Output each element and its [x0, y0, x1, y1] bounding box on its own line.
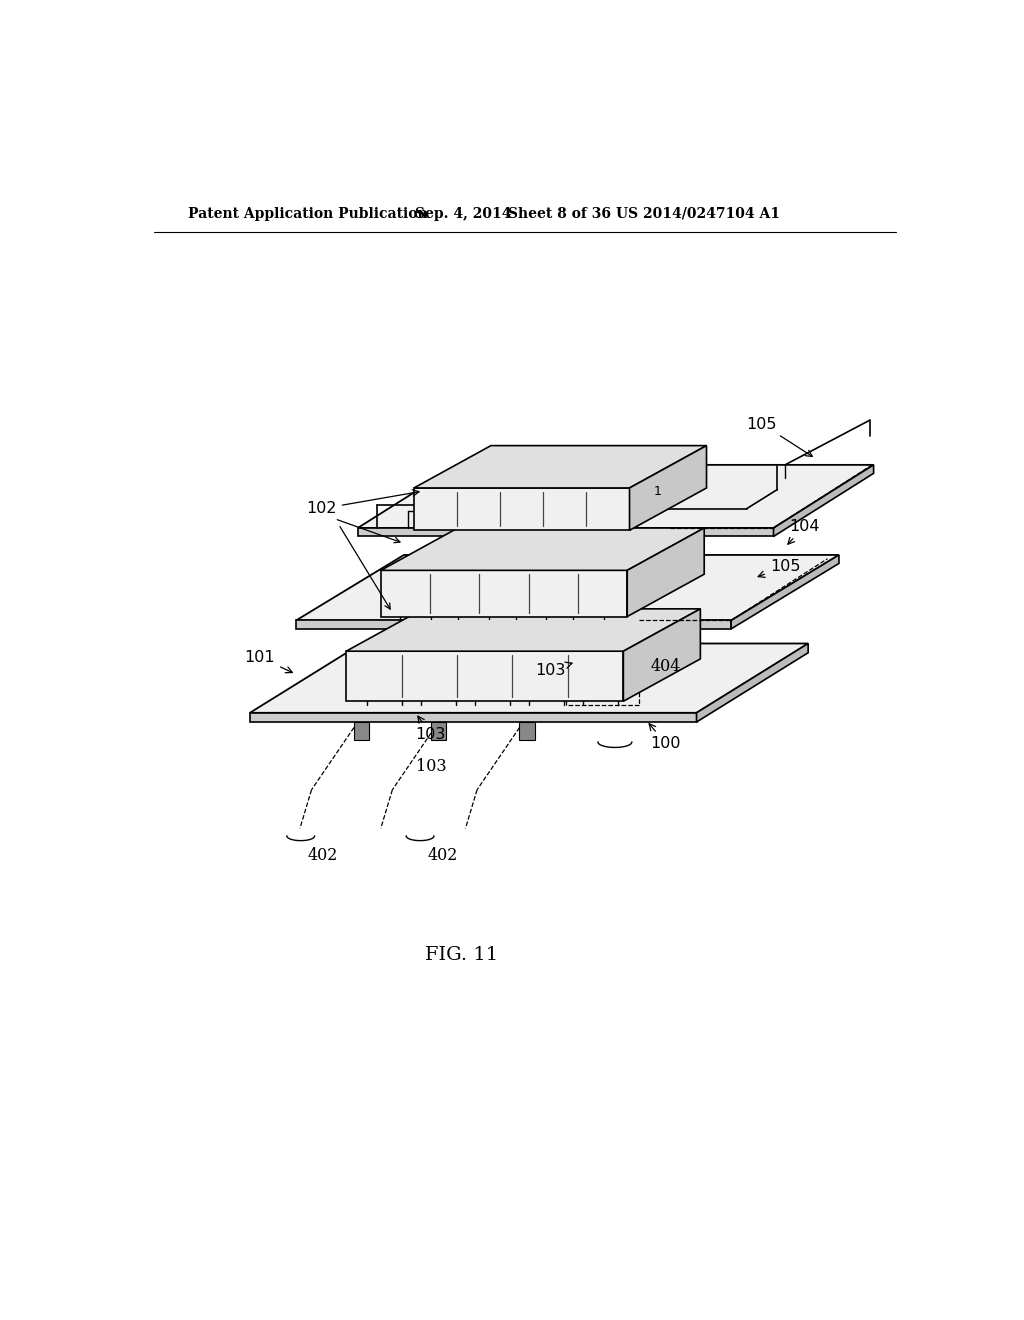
- Text: 103: 103: [416, 758, 446, 775]
- Text: FIG. 11: FIG. 11: [425, 946, 499, 965]
- Polygon shape: [346, 609, 700, 651]
- Polygon shape: [630, 446, 707, 531]
- Polygon shape: [624, 609, 700, 701]
- Polygon shape: [354, 722, 370, 739]
- Text: 100: 100: [649, 723, 681, 751]
- Text: 402: 402: [308, 846, 338, 863]
- Text: Patent Application Publication: Patent Application Publication: [188, 207, 428, 220]
- Text: 404: 404: [650, 659, 681, 675]
- Polygon shape: [696, 644, 808, 722]
- Polygon shape: [381, 528, 705, 570]
- Text: 103: 103: [416, 717, 446, 742]
- Polygon shape: [250, 713, 696, 722]
- Polygon shape: [296, 554, 839, 620]
- Text: 104: 104: [787, 519, 819, 544]
- Text: Sheet 8 of 36: Sheet 8 of 36: [508, 207, 611, 220]
- Text: 103: 103: [535, 663, 572, 678]
- Text: US 2014/0247104 A1: US 2014/0247104 A1: [615, 207, 779, 220]
- Text: 102: 102: [306, 490, 419, 516]
- Polygon shape: [381, 570, 628, 616]
- Polygon shape: [250, 644, 808, 713]
- Text: 101: 101: [245, 649, 292, 673]
- Text: Sep. 4, 2014: Sep. 4, 2014: [416, 207, 512, 220]
- Text: 1: 1: [654, 484, 662, 498]
- Polygon shape: [414, 488, 630, 531]
- Polygon shape: [296, 620, 731, 628]
- Polygon shape: [773, 465, 873, 536]
- Text: 105: 105: [758, 558, 801, 577]
- Polygon shape: [414, 446, 707, 488]
- Text: 402: 402: [427, 846, 458, 863]
- Polygon shape: [431, 722, 446, 739]
- Polygon shape: [357, 465, 873, 528]
- Polygon shape: [519, 722, 535, 739]
- Polygon shape: [346, 651, 624, 701]
- Polygon shape: [731, 554, 839, 628]
- Polygon shape: [628, 528, 705, 616]
- Polygon shape: [357, 528, 773, 536]
- Text: 105: 105: [746, 417, 812, 457]
